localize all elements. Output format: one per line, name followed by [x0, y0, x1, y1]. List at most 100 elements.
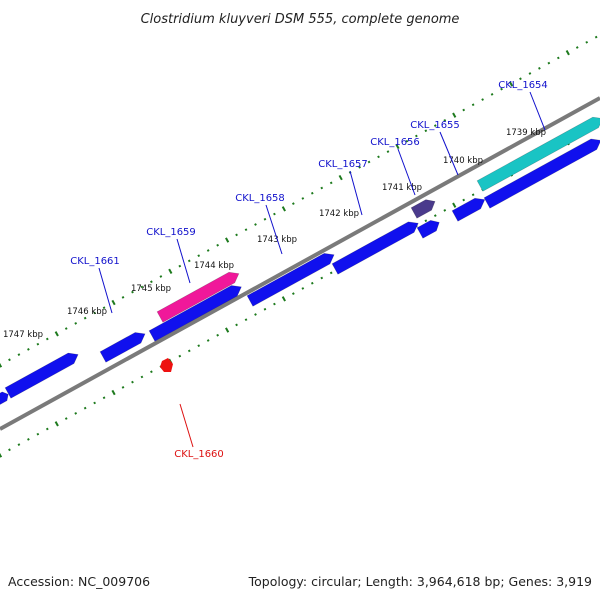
- scale-label: 1741 kbp: [382, 183, 422, 193]
- scale-tick: [244, 318, 248, 322]
- accession-text: Accession: NC_009706: [8, 574, 150, 589]
- scale-tick: [462, 198, 466, 202]
- scale-tick: [8, 358, 11, 362]
- gene-label-CKL_1657: CKL_1657: [318, 159, 368, 170]
- scale-tick: [45, 337, 49, 341]
- scale-tick: [206, 249, 210, 252]
- scale-tick: [74, 412, 78, 415]
- gene-CKL_1655: [451, 197, 486, 222]
- scale-tick: [150, 370, 153, 374]
- scale-tick: [443, 119, 447, 122]
- scale-label: 1740 kbp: [443, 156, 483, 166]
- gene-label-leader: [349, 170, 363, 216]
- gene-CKL_1658: [246, 253, 335, 307]
- scale-tick: [27, 348, 30, 351]
- scale-tick: [17, 353, 21, 356]
- map-title: Clostridium kluyveri DSM 555, complete g…: [141, 12, 460, 27]
- scale-tick: [64, 327, 68, 330]
- scale-tick: [273, 212, 276, 216]
- gene-label-CKL_1655: CKL_1655: [410, 120, 460, 131]
- scale-tick: [519, 77, 522, 81]
- scale-tick: [225, 327, 230, 333]
- scale-tick: [433, 124, 437, 127]
- scale-tick: [565, 50, 570, 56]
- gene-label-leader: [98, 267, 113, 314]
- scale-tick: [64, 417, 68, 420]
- scale-tick: [45, 427, 49, 431]
- scale-tick: [235, 323, 238, 327]
- gene-CKL_1661: [99, 332, 146, 363]
- scale-tick: [102, 396, 106, 400]
- scale-label: 1742 kbp: [319, 209, 359, 219]
- gene-CKL_1656: [410, 199, 436, 219]
- scale-tick: [291, 202, 295, 206]
- genome-backbone: [0, 96, 600, 431]
- gene-label-leader: [265, 204, 283, 255]
- gene-CKL_1659: [156, 271, 240, 323]
- scale-tick: [254, 313, 257, 316]
- scale-tick: [281, 206, 286, 212]
- scale-tick: [377, 155, 380, 159]
- gene-CKL_1654: [476, 116, 600, 192]
- backbone-layer: [0, 96, 600, 431]
- scale-tick: [443, 209, 447, 212]
- scale-tick: [395, 143, 400, 150]
- scale-tick: [424, 129, 428, 133]
- scale-tick: [594, 35, 598, 39]
- scale-tick: [93, 311, 96, 315]
- scale-tick: [471, 103, 475, 107]
- scale-tick: [538, 66, 541, 70]
- scale-tick: [150, 280, 153, 284]
- scale-tick: [263, 217, 267, 221]
- scale-tick: [320, 276, 324, 280]
- gene-label-CKL_1659: CKL_1659: [146, 227, 196, 238]
- gene-label-leader: [397, 148, 416, 196]
- scale-tick: [310, 191, 314, 195]
- scale-tick: [585, 40, 589, 44]
- scale-tick: [301, 287, 305, 290]
- genome-summary-text: Topology: circular; Length: 3,964,618 bp…: [248, 574, 592, 589]
- scale-tick: [36, 342, 40, 346]
- gene-label-CKL_1661: CKL_1661: [70, 256, 120, 267]
- scale-label: 1746 kbp: [67, 307, 107, 317]
- gene-label-CKL_1660: CKL_1660: [174, 449, 224, 460]
- gene-CKL_1656b: [416, 220, 440, 239]
- scale-tick: [556, 56, 560, 60]
- scale-tick: [168, 268, 173, 274]
- scale-tick: [8, 448, 11, 452]
- scale-tick: [206, 339, 210, 342]
- scale-tick: [424, 219, 428, 223]
- scale-tick: [500, 87, 503, 91]
- scale-tick: [508, 81, 514, 87]
- gene-CKL_1654-body: [483, 138, 600, 209]
- gene-label-CKL_1654: CKL_1654: [498, 80, 548, 91]
- scale-tick: [159, 275, 163, 278]
- scale-tick: [386, 150, 390, 153]
- scale-tick: [36, 432, 40, 436]
- gene-CKL_1657: [331, 221, 419, 275]
- scale-tick: [83, 316, 87, 320]
- scale-tick: [367, 160, 371, 164]
- scale-tick: [433, 214, 437, 217]
- scale-tick: [452, 202, 457, 208]
- scale-tick: [291, 292, 295, 296]
- scale-tick: [197, 344, 201, 348]
- scale-tick: [301, 197, 305, 200]
- scale-tick: [338, 174, 343, 181]
- scale-tick: [131, 380, 134, 384]
- scale-tick: [273, 302, 276, 306]
- scale-tick: [329, 271, 333, 275]
- scale-tick: [102, 306, 106, 310]
- scale-tick: [225, 237, 230, 243]
- scale-tick: [187, 349, 191, 353]
- scale-tick: [74, 322, 78, 325]
- scale-tick: [320, 186, 324, 190]
- scale-tick: [405, 139, 409, 143]
- gene-edge: [0, 391, 9, 405]
- scale-label: 1739 kbp: [506, 128, 546, 138]
- scale-tick: [178, 264, 182, 268]
- gene-CKL_1659b: [148, 285, 242, 342]
- gene-label-CKL_1658: CKL_1658: [235, 193, 285, 204]
